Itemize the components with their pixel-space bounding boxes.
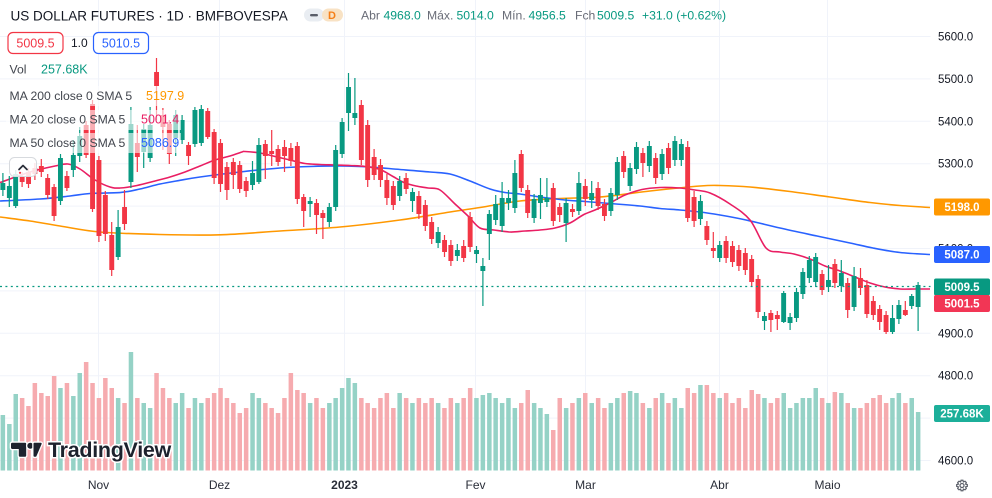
- svg-text:5009.5: 5009.5: [16, 37, 54, 51]
- svg-text:Fev: Fev: [465, 478, 485, 492]
- svg-text:257.68K: 257.68K: [41, 63, 88, 77]
- svg-text:MA 50 close 0 SMA 5: MA 50 close 0 SMA 5: [10, 136, 126, 150]
- svg-text:Abr: Abr: [710, 478, 729, 492]
- svg-text:2023: 2023: [331, 478, 358, 492]
- svg-text:5500.0: 5500.0: [938, 74, 973, 86]
- svg-text:Nov: Nov: [88, 478, 109, 492]
- svg-text:4600.0: 4600.0: [938, 456, 973, 468]
- svg-text:257.68K: 257.68K: [940, 409, 984, 421]
- svg-text:5010.5: 5010.5: [102, 37, 140, 51]
- svg-text:5600.0: 5600.0: [938, 32, 973, 44]
- svg-text:MA 200 close 0 SMA 5: MA 200 close 0 SMA 5: [10, 89, 133, 103]
- svg-text:5198.0: 5198.0: [944, 202, 979, 214]
- svg-text:D: D: [328, 10, 336, 22]
- svg-text:4900.0: 4900.0: [938, 328, 973, 340]
- svg-text:Maio: Maio: [814, 478, 840, 492]
- svg-text:TradingView: TradingView: [48, 438, 172, 462]
- svg-text:Mar: Mar: [575, 478, 596, 492]
- svg-text:5087.0: 5087.0: [944, 250, 979, 262]
- svg-text:5300.0: 5300.0: [938, 159, 973, 171]
- svg-text:5009.5: 5009.5: [944, 282, 980, 294]
- svg-text:US DOLLAR FUTURES · 1D · BMFBO: US DOLLAR FUTURES · 1D · BMFBOVESPA: [11, 9, 288, 24]
- svg-text:MA 20 close 0 SMA 5: MA 20 close 0 SMA 5: [10, 113, 126, 127]
- svg-text:4800.0: 4800.0: [938, 371, 973, 383]
- svg-text:5400.0: 5400.0: [938, 116, 973, 128]
- svg-text:1.0: 1.0: [71, 36, 88, 50]
- svg-text:Vol: Vol: [10, 63, 27, 77]
- svg-text:5001.5: 5001.5: [944, 299, 980, 311]
- svg-text:5086.9: 5086.9: [141, 136, 179, 150]
- svg-text:Dez: Dez: [209, 478, 230, 492]
- svg-text:5001.4: 5001.4: [141, 113, 179, 127]
- svg-text:5197.9: 5197.9: [146, 89, 184, 103]
